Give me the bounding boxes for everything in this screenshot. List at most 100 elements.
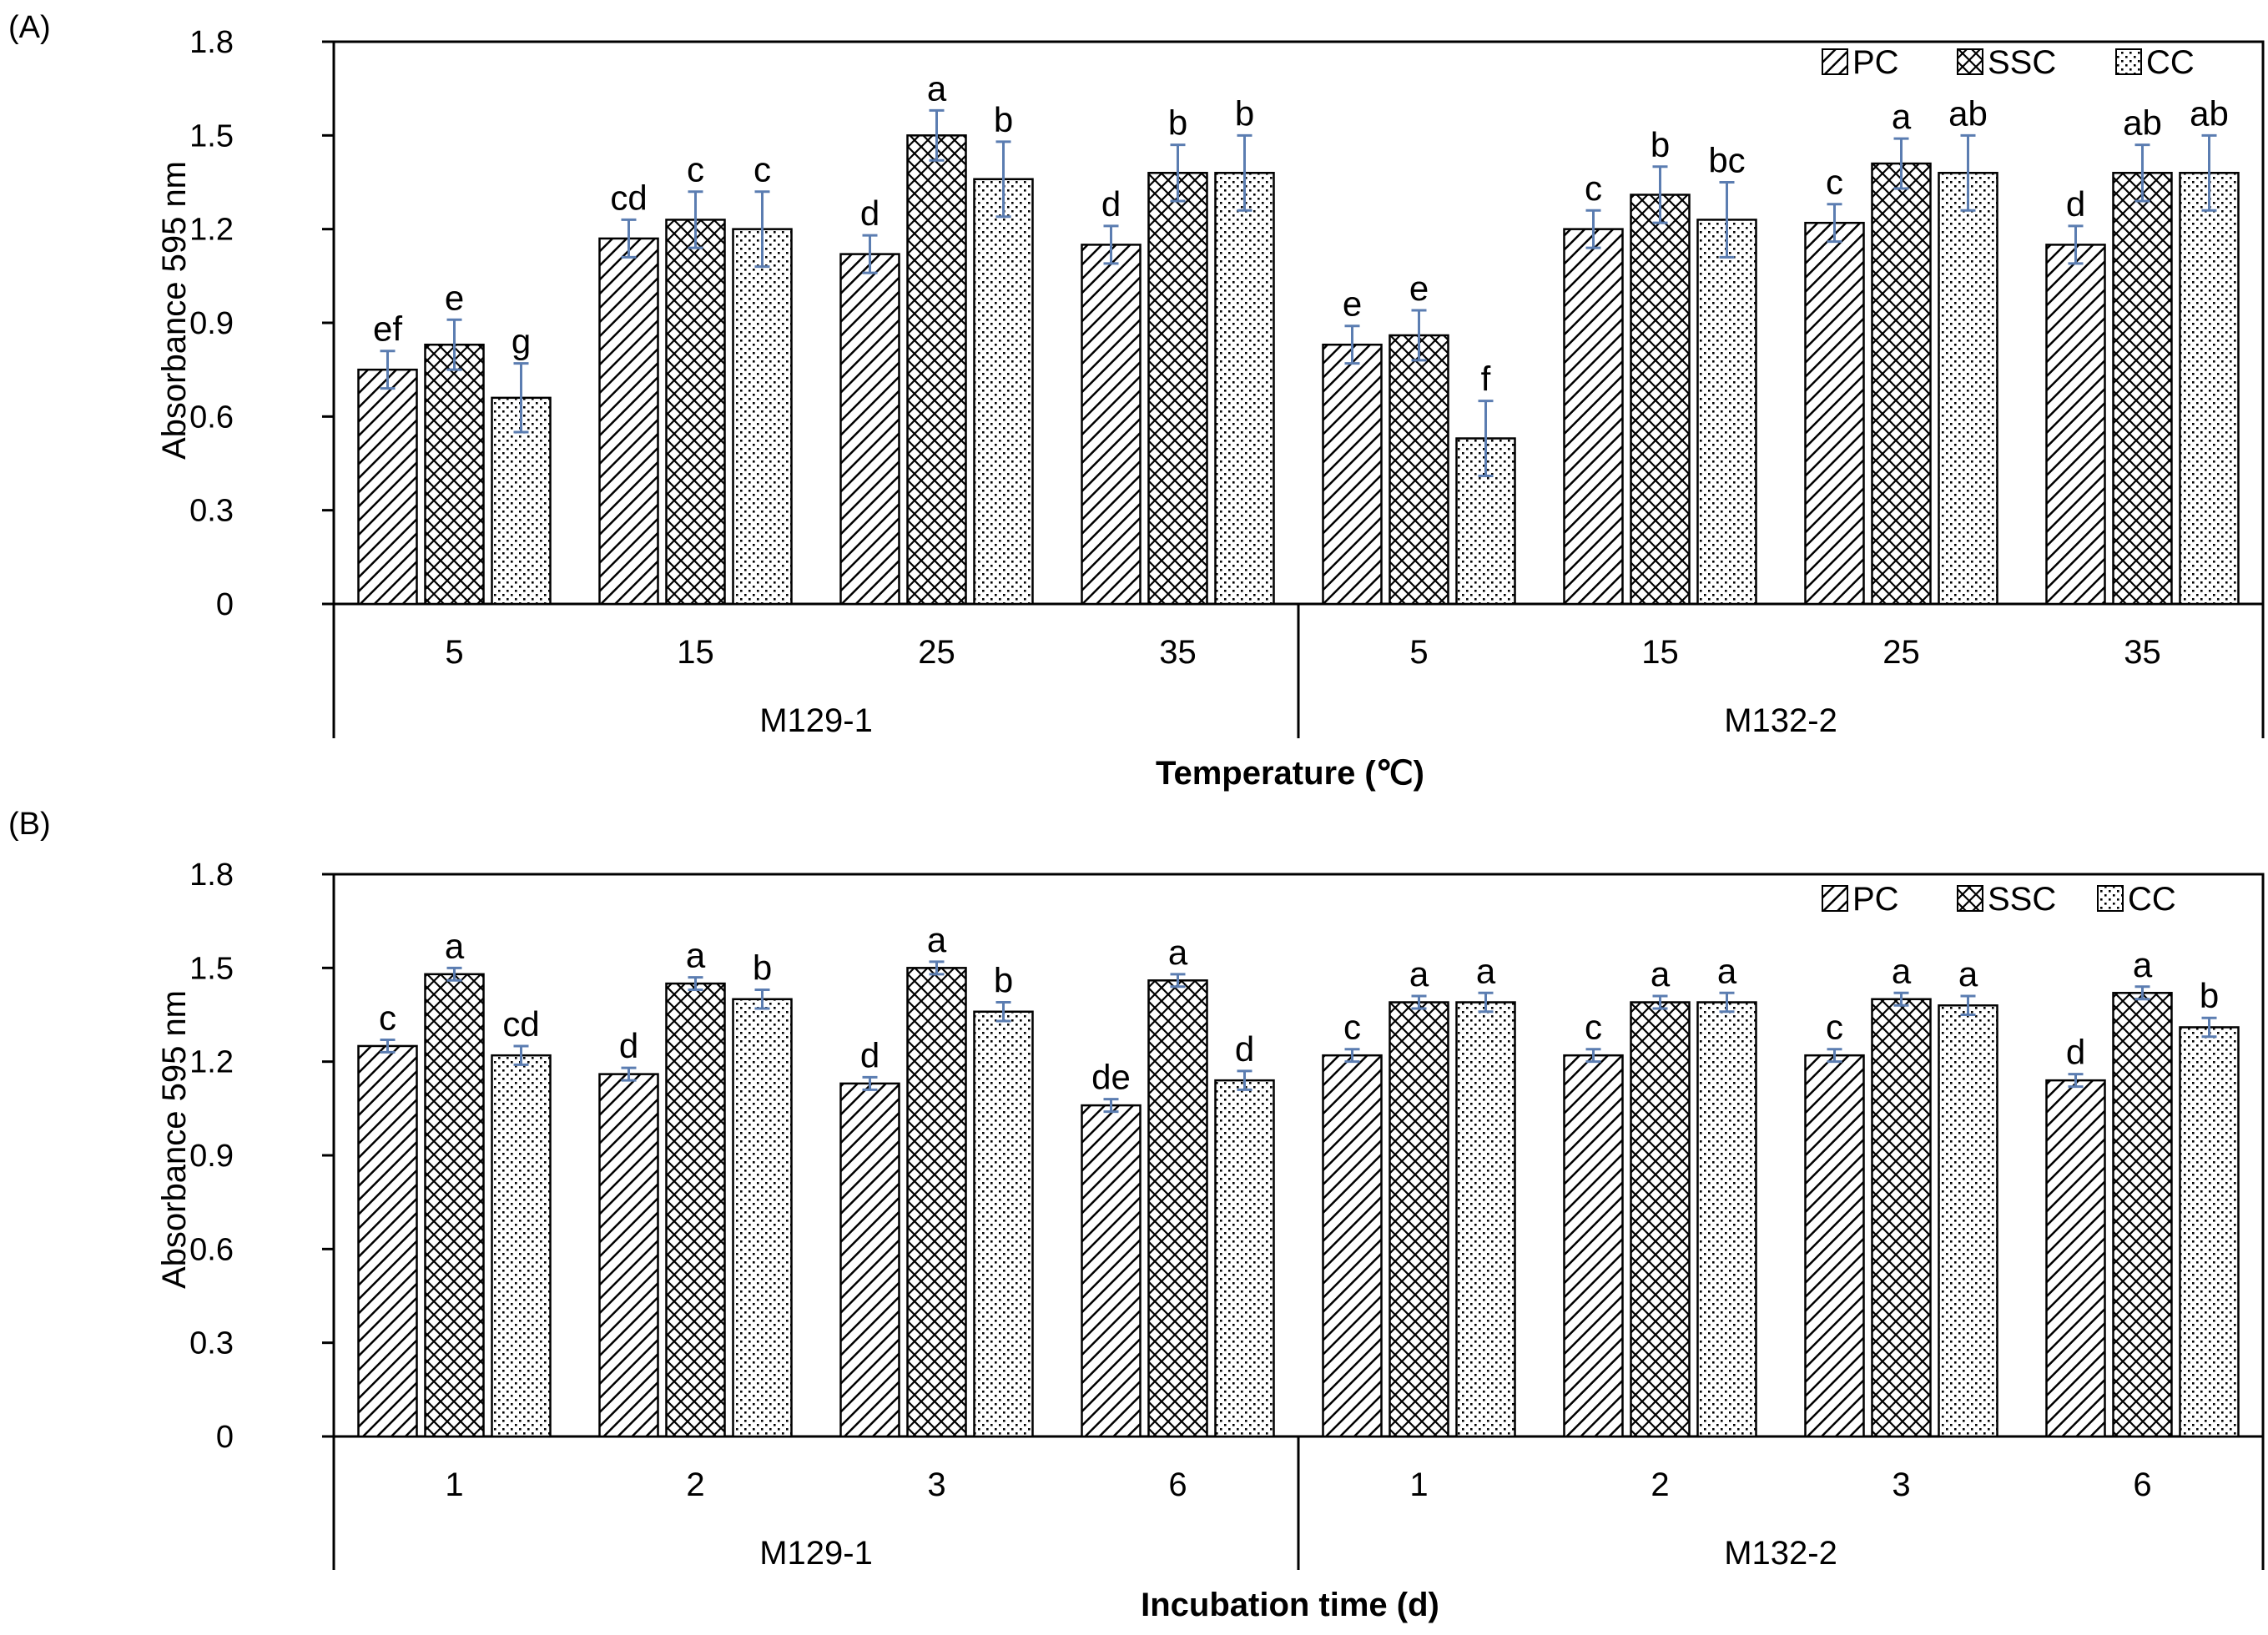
panel-a: (A) Absorbance 595 nm Temperature (℃) PC… [8, 10, 2265, 792]
panel-b-significance-letter: a [686, 936, 706, 975]
panel-b-bar-pc [839, 1082, 900, 1438]
panel-b-group-label: M129-1 [759, 1535, 873, 1572]
panel-a-y-tick-label: 0.3 [189, 494, 234, 529]
panel-a-legend: PC SSC CC [1822, 44, 2195, 81]
panel-b-bar-cc [973, 1010, 1034, 1438]
panel-b-group-label: M132-2 [1724, 1535, 1837, 1572]
panel-b-y-tick-label: 1.5 [189, 951, 234, 986]
panel-b-significance-letter: b [2200, 976, 2219, 1015]
panel-b-bar-cc [1696, 1001, 1757, 1438]
panel-a-legend-label-pc: PC [1852, 44, 1899, 81]
panel-a-significance-letter: b [1235, 93, 1254, 133]
panel-a-significance-letter: bc [1708, 141, 1745, 180]
panel-b-legend-swatch-ssc [1957, 885, 1983, 912]
panel-a-y-tick-label: 0.9 [189, 306, 234, 341]
panel-a-legend-swatch-cc [2115, 48, 2142, 75]
panel-a-bar-pc [2045, 244, 2106, 606]
panel-b-significance-letter: a [927, 920, 947, 959]
panel-b-bar-ssc [665, 982, 726, 1438]
panel-b-bar-pc [1322, 1054, 1383, 1438]
panel-a-bar-cc [732, 228, 793, 606]
panel-a-group-label: M132-2 [1724, 702, 1837, 739]
panel-b-bar-pc [598, 1073, 659, 1438]
panel-a-significance-letter: ab [2123, 103, 2162, 143]
panel-a-label: (A) [8, 10, 51, 45]
panel-b-y-axis-title: Absorbance 595 nm [156, 990, 193, 1289]
panel-a-bar-cc [1938, 172, 1998, 606]
panel-b-x-axis-title: Incubation time (d) [1141, 1587, 1439, 1623]
panel-a-significance-letter: c [753, 150, 771, 189]
panel-a-significance-letter: e [1343, 284, 1362, 324]
panel-a-category-label: 35 [1159, 634, 1197, 671]
panel-a-bar-ssc [906, 134, 967, 606]
panel-b-bar-ssc [906, 967, 967, 1438]
panel-b-bar-cc [1214, 1079, 1275, 1438]
panel-a-y-tick-label: 1.5 [189, 118, 234, 153]
panel-b-significance-letter: a [1958, 954, 1978, 994]
panel-a-bar-pc [839, 253, 900, 606]
panel-b-y-tick-label: 0 [216, 1420, 234, 1455]
panel-b-y-tick-label: 0.9 [189, 1139, 234, 1174]
panel-a-significance-letter: c [687, 150, 704, 189]
panel-a-significance-letter: b [1651, 125, 1670, 164]
panel-b-category-label: 6 [1168, 1466, 1187, 1503]
panel-b-significance-letter: de [1091, 1058, 1131, 1097]
panel-b-significance-letter: c [1343, 1008, 1361, 1047]
panel-a-significance-letter: b [994, 100, 1013, 139]
panel-a-y-tick-label: 0.6 [189, 400, 234, 435]
panel-b-significance-letter: a [1651, 954, 1671, 994]
panel-a-y-tick-label: 1.2 [189, 213, 234, 248]
panel-b-bar-ssc [1389, 1001, 1449, 1438]
panel-b-significance-letter: a [445, 926, 465, 965]
panel-a-significance-letter: c [1826, 163, 1843, 202]
panel-a-x-axis-title: Temperature (℃) [1156, 755, 1424, 792]
panel-b-significance-letter: c [1826, 1008, 1843, 1047]
panel-a-bar-pc [1804, 221, 1865, 606]
panel-b-significance-letter: d [2066, 1033, 2085, 1072]
panel-b: (B) Absorbance 595 nm Incubation time (d… [8, 807, 2265, 1623]
panel-b-category-label: 1 [1409, 1466, 1428, 1503]
panel-a-category-label: 25 [918, 634, 955, 671]
panel-b-significance-letter: b [753, 948, 772, 988]
panel-b-bar-ssc [2112, 992, 2173, 1438]
panel-a-bar-pc [1563, 228, 1624, 606]
panel-a-legend-label-cc: CC [2146, 44, 2195, 81]
panel-a-legend-swatch-ssc [1957, 48, 1983, 75]
panel-b-legend-swatch-cc [2097, 885, 2124, 912]
panel-a-y-axis-title: Absorbance 595 nm [156, 161, 193, 460]
panel-b-significance-letter: a [2133, 945, 2153, 984]
panel-b-bar-cc [2179, 1026, 2240, 1438]
panel-a-bar-pc [1081, 244, 1142, 606]
panel-a-significance-letter: a [927, 68, 947, 108]
panel-a-bar-ssc [424, 343, 485, 606]
panel-b-legend-label-cc: CC [2128, 881, 2176, 918]
panel-b-category-label: 6 [2133, 1466, 2151, 1503]
panel-b-significance-letter: c [379, 998, 396, 1037]
panel-a-legend-swatch-pc [1822, 48, 1848, 75]
panel-b-legend: PC SSC CC [1822, 881, 2176, 918]
panel-a-group-label: M129-1 [759, 702, 873, 739]
panel-b-significance-letter: a [1168, 933, 1188, 972]
panel-b-y-tick-label: 1.8 [189, 858, 234, 893]
panel-b-category-label: 3 [927, 1466, 945, 1503]
panel-b-legend-swatch-pc [1822, 885, 1848, 912]
panel-b-category-label: 2 [686, 1466, 704, 1503]
panel-b-bar-pc [1563, 1054, 1624, 1438]
panel-b-bar-pc [1081, 1104, 1142, 1438]
panel-a-significance-letter: cd [610, 178, 647, 217]
panel-a-bar-cc [1696, 219, 1757, 606]
panel-a-category-label: 5 [1409, 634, 1428, 671]
panel-b-y-tick-label: 0.6 [189, 1232, 234, 1267]
panel-a-significance-letter: a [1892, 97, 1912, 136]
panel-a-bar-ssc [2112, 172, 2173, 606]
panel-a-significance-letter: d [2066, 184, 2085, 224]
panel-b-significance-letter: cd [502, 1004, 539, 1044]
panel-a-significance-letter: b [1168, 103, 1187, 143]
panel-b-label: (B) [8, 807, 51, 842]
panel-a-bar-ssc [1630, 194, 1691, 606]
panel-b-significance-letter: c [1585, 1008, 1602, 1047]
panel-a-bar-cc [973, 178, 1034, 606]
panel-a-significance-letter: d [1101, 184, 1121, 224]
panel-a-significance-letter: ab [2190, 93, 2229, 133]
